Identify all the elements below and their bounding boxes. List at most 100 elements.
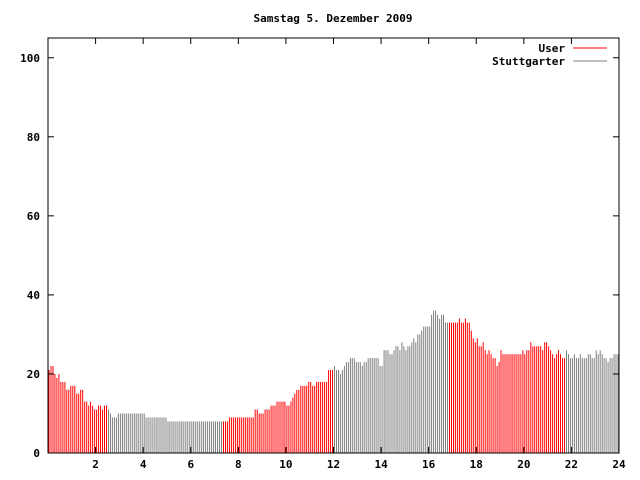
bar-user — [98, 405, 100, 453]
bar-stuttgarter — [173, 421, 175, 453]
bar-stuttgarter — [221, 421, 222, 453]
y-tick-label: 40 — [27, 289, 40, 302]
bar-stuttgarter — [407, 346, 409, 453]
bar-user — [86, 401, 88, 453]
y-tick-label: 20 — [27, 368, 40, 381]
bar-stuttgarter — [137, 413, 139, 453]
bar-stuttgarter — [423, 326, 425, 453]
bar-user — [54, 374, 56, 453]
bar-user — [322, 381, 324, 453]
bar-user — [558, 350, 559, 453]
bar-user — [88, 405, 90, 453]
bar-user — [520, 354, 522, 453]
bar-stuttgarter — [445, 322, 446, 453]
bar-user — [100, 405, 101, 453]
bar-user — [228, 417, 230, 453]
bar-user — [534, 346, 536, 453]
bar-stuttgarter — [419, 334, 421, 453]
bar-stuttgarter — [435, 310, 437, 453]
bar-stuttgarter — [185, 421, 187, 453]
bar-user — [518, 354, 520, 453]
bar-stuttgarter — [215, 421, 216, 453]
bar-user — [490, 354, 492, 453]
bar-stuttgarter — [369, 358, 371, 453]
x-tick-label: 6 — [187, 458, 194, 471]
bar-user — [226, 421, 228, 453]
bar-user — [498, 362, 500, 453]
y-tick-label: 60 — [27, 210, 40, 223]
bar-stuttgarter — [593, 358, 595, 453]
bar-stuttgarter — [167, 421, 169, 453]
bar-user — [242, 417, 244, 453]
bar-stuttgarter — [147, 417, 149, 453]
bar-stuttgarter — [591, 358, 593, 453]
bar-stuttgarter — [589, 354, 591, 453]
bar-user — [546, 342, 548, 453]
bar-stuttgarter — [207, 421, 209, 453]
bar-stuttgarter — [389, 354, 391, 453]
bar-stuttgarter — [169, 421, 171, 453]
bar-user — [282, 401, 284, 453]
bar-user — [554, 358, 556, 453]
bars — [48, 310, 619, 453]
bar-user — [324, 381, 326, 453]
bar-user — [60, 381, 62, 453]
bar-user — [232, 417, 234, 453]
legend: User Stuttgarter — [492, 42, 607, 68]
bar-user — [512, 354, 514, 453]
bar-user — [62, 381, 64, 453]
bar-user — [254, 409, 256, 453]
bar-stuttgarter — [357, 362, 359, 453]
bar-stuttgarter — [179, 421, 181, 453]
bar-stuttgarter — [336, 370, 337, 453]
bar-stuttgarter — [175, 421, 177, 453]
bar-stuttgarter — [161, 417, 163, 453]
bar-stuttgarter — [145, 417, 147, 453]
bar-user — [449, 322, 450, 453]
x-tick-label: 2 — [92, 458, 99, 471]
bar-stuttgarter — [171, 421, 173, 453]
bar-stuttgarter — [108, 409, 109, 453]
bar-user — [78, 393, 80, 453]
bar-stuttgarter — [191, 421, 193, 453]
bar-stuttgarter — [429, 326, 431, 453]
bar-user — [58, 374, 60, 453]
bar-user — [258, 413, 260, 453]
bar-stuttgarter — [111, 417, 113, 453]
x-tick-label: 12 — [327, 458, 340, 471]
bar-user — [328, 370, 330, 453]
bar-user — [236, 417, 238, 453]
bar-user — [482, 342, 484, 453]
bar-stuttgarter — [601, 354, 603, 453]
bar-user — [310, 381, 312, 453]
x-tick-label: 8 — [235, 458, 242, 471]
bar-stuttgarter — [566, 350, 567, 453]
bar-user — [451, 322, 452, 453]
bar-stuttgarter — [569, 358, 571, 453]
bar-stuttgarter — [129, 413, 131, 453]
bar-stuttgarter — [615, 354, 617, 453]
bar-user — [500, 350, 502, 453]
bar-stuttgarter — [197, 421, 199, 453]
bar-stuttgarter — [131, 413, 133, 453]
bar-user — [260, 413, 262, 453]
bar-stuttgarter — [338, 370, 339, 453]
bar-stuttgarter — [349, 358, 351, 453]
bar-stuttgarter — [399, 350, 401, 453]
bar-user — [284, 401, 286, 453]
bar-user — [330, 370, 331, 453]
bar-user — [52, 366, 54, 453]
bar-user — [94, 409, 96, 453]
bar-user — [92, 405, 94, 453]
bar-stuttgarter — [579, 354, 581, 453]
bar-stuttgarter — [189, 421, 191, 453]
bar-user — [272, 405, 274, 453]
bar-stuttgarter — [201, 421, 203, 453]
bar-user — [308, 381, 310, 453]
bar-user — [250, 417, 252, 453]
bar-stuttgarter — [575, 358, 577, 453]
bar-user — [72, 385, 74, 453]
bar-user — [478, 346, 480, 453]
